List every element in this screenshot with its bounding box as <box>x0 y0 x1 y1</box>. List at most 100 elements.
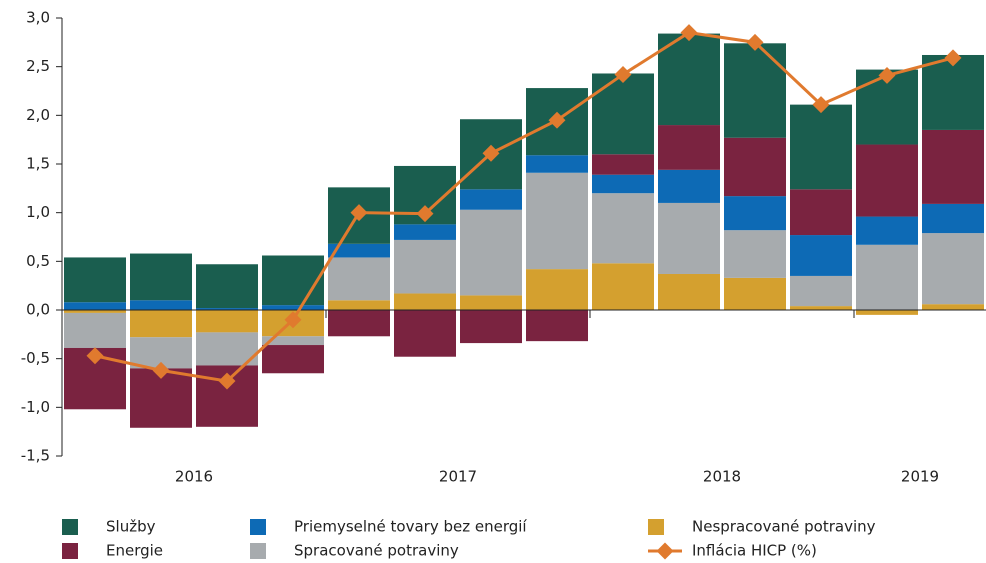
bar-segment <box>130 300 192 310</box>
bar-segment <box>592 193 654 264</box>
bar-segment <box>130 253 192 301</box>
line <box>94 31 954 383</box>
bar-segment <box>262 255 324 306</box>
bar-segment <box>658 125 720 170</box>
bar-segment <box>394 239 456 294</box>
bar-segment <box>262 336 324 346</box>
bar-segment <box>196 308 258 310</box>
y-tick-label: -1,0 <box>21 398 50 416</box>
bar-segment <box>460 189 522 210</box>
legend-label: Inflácia HICP (%) <box>692 542 817 560</box>
bar-segment <box>262 305 324 310</box>
legend-label: Spracované potraviny <box>294 542 459 560</box>
bar-segment <box>724 230 786 278</box>
x-group-label: 2016 <box>175 468 213 486</box>
bar-segment <box>922 203 984 234</box>
y-tick-label: 3,0 <box>26 9 50 27</box>
bar-segment <box>658 202 720 274</box>
legend-label: Nespracované potraviny <box>692 518 876 536</box>
bar-segment <box>790 306 852 310</box>
bar-segment <box>724 196 786 231</box>
bar-segment <box>922 233 984 305</box>
line-marker <box>218 372 236 390</box>
legend-swatch <box>250 519 266 535</box>
bar-segment <box>724 137 786 197</box>
bar-segment <box>790 235 852 276</box>
x-group-label: 2017 <box>439 468 477 486</box>
line-marker <box>812 96 830 114</box>
line-marker <box>482 144 500 162</box>
bar-segment <box>526 155 588 173</box>
line-marker <box>350 204 368 222</box>
y-tick-label: 1,0 <box>26 203 50 221</box>
bar-segment <box>328 243 390 258</box>
bar-segment <box>592 174 654 194</box>
bar-segment <box>856 244 918 310</box>
x-group-label: 2018 <box>703 468 741 486</box>
bar-segment <box>196 264 258 309</box>
bar-segment <box>64 312 126 348</box>
bar-segment <box>328 257 390 301</box>
bar-segment <box>394 293 456 310</box>
y-tick-label: -0,5 <box>21 349 50 367</box>
bar-segment <box>790 189 852 236</box>
line-marker <box>680 24 698 42</box>
legend-swatch <box>62 519 78 535</box>
legend-swatch <box>648 519 664 535</box>
line-marker <box>86 347 104 365</box>
bar-segment <box>658 273 720 310</box>
bar-segment <box>196 310 258 333</box>
bar-segment <box>526 310 588 342</box>
bar-segment <box>460 209 522 296</box>
bar-segment <box>460 295 522 310</box>
line-marker <box>614 65 632 83</box>
bar-segment <box>724 277 786 310</box>
line-marker <box>548 111 566 129</box>
bar-segment <box>328 300 390 310</box>
bar-segment <box>658 33 720 126</box>
bar-segment <box>790 275 852 307</box>
y-tick-label: 2,5 <box>26 57 50 75</box>
y-tick-label: 2,0 <box>26 106 50 124</box>
bar-segment <box>922 54 984 130</box>
line-marker <box>878 66 896 84</box>
legend-label: Služby <box>106 518 156 536</box>
bar-segment <box>64 302 126 310</box>
line-marker <box>284 311 302 329</box>
bar-segment <box>64 310 126 313</box>
bar-segment <box>592 73 654 155</box>
bar-segment <box>856 144 918 217</box>
y-tick-label: -1,5 <box>21 447 50 465</box>
bar-segment <box>328 310 390 337</box>
bar-segment <box>592 263 654 310</box>
bar-segment <box>856 216 918 245</box>
x-group-label: 2019 <box>901 468 939 486</box>
bar-segment <box>526 172 588 270</box>
legend-label: Priemyselné tovary bez energií <box>294 518 527 536</box>
y-tick-label: 1,5 <box>26 155 50 173</box>
bar-segment <box>526 269 588 310</box>
bar-segment <box>922 129 984 204</box>
bar-segment <box>724 43 786 138</box>
bar-segment <box>460 310 522 344</box>
bar-segment <box>262 345 324 374</box>
bar-segment <box>856 310 918 315</box>
bar-segment <box>394 224 456 240</box>
bar-segment <box>130 310 192 338</box>
legend-swatch <box>62 543 78 559</box>
bar-segment <box>394 310 456 357</box>
legend-marker <box>656 542 674 560</box>
bar-segment <box>592 154 654 175</box>
y-tick-label: 0,5 <box>26 252 50 270</box>
y-tick-label: 0,0 <box>26 301 50 319</box>
legend-swatch <box>250 543 266 559</box>
line-marker <box>152 361 170 379</box>
bar-segment <box>658 169 720 203</box>
line-marker <box>746 33 764 51</box>
bar-segment <box>790 104 852 190</box>
line-marker <box>944 49 962 67</box>
bar-segment <box>922 304 984 310</box>
bar-segment <box>64 257 126 303</box>
legend-label: Energie <box>106 542 163 560</box>
